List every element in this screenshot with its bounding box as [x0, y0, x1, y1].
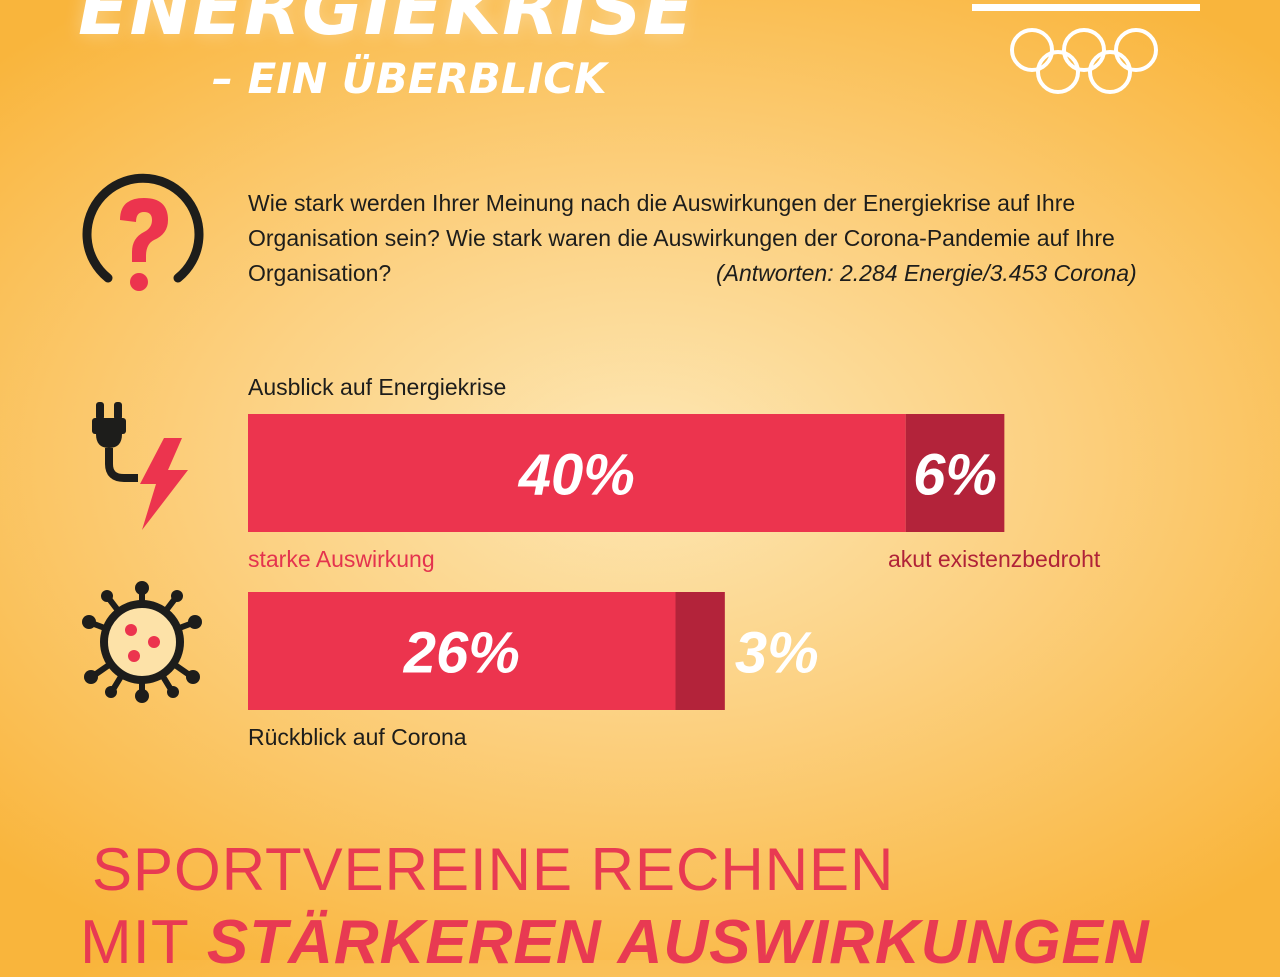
bar-corona-existential [675, 592, 725, 710]
bar-energy-existential [905, 414, 1005, 532]
response-count-note: (Antworten: 2.284 Energie/3.453 Corona) [716, 260, 1137, 286]
bar-label-energy-strong: 40% [518, 443, 635, 508]
bar-label-corona-strong: 26% [403, 621, 520, 686]
footer-headline-prefix: MIT [80, 908, 207, 977]
page-title: ENERGIEKRISE [78, 0, 695, 52]
bar-label-energy-existential: 6% [913, 443, 997, 508]
impact-bar-chart: 40% 6% 26% 3% [248, 414, 1005, 710]
energy-bar-title: Ausblick auf Energiekrise [248, 374, 507, 400]
legend-existential: akut existenzbedroht [888, 546, 1101, 572]
plug-lightning-icon [92, 402, 188, 530]
logo-divider [972, 4, 1200, 11]
survey-question: Wie stark werden Ihrer Meinung nach die … [248, 190, 1115, 286]
question-icon [82, 173, 204, 291]
footer-headline-emphasis: STÄRKEREN AUSWIRKUNGEN [206, 908, 1150, 977]
olympic-rings-icon [1010, 28, 1158, 94]
corona-bar-title: Rückblick auf Corona [248, 724, 467, 750]
bar-energy-strong [248, 414, 906, 532]
virus-icon [82, 581, 202, 703]
page-subtitle: – EIN ÜBERBLICK [212, 54, 607, 103]
footer-headline-line2: MIT STÄRKEREN AUSWIRKUNGEN [80, 912, 1150, 974]
legend-strong-impact: starke Auswirkung [248, 546, 435, 572]
bar-label-corona-existential: 3% [735, 621, 819, 686]
footer-headline-line1: SPORTVEREINE RECHNEN [92, 836, 895, 903]
bar-corona-strong [248, 592, 676, 710]
